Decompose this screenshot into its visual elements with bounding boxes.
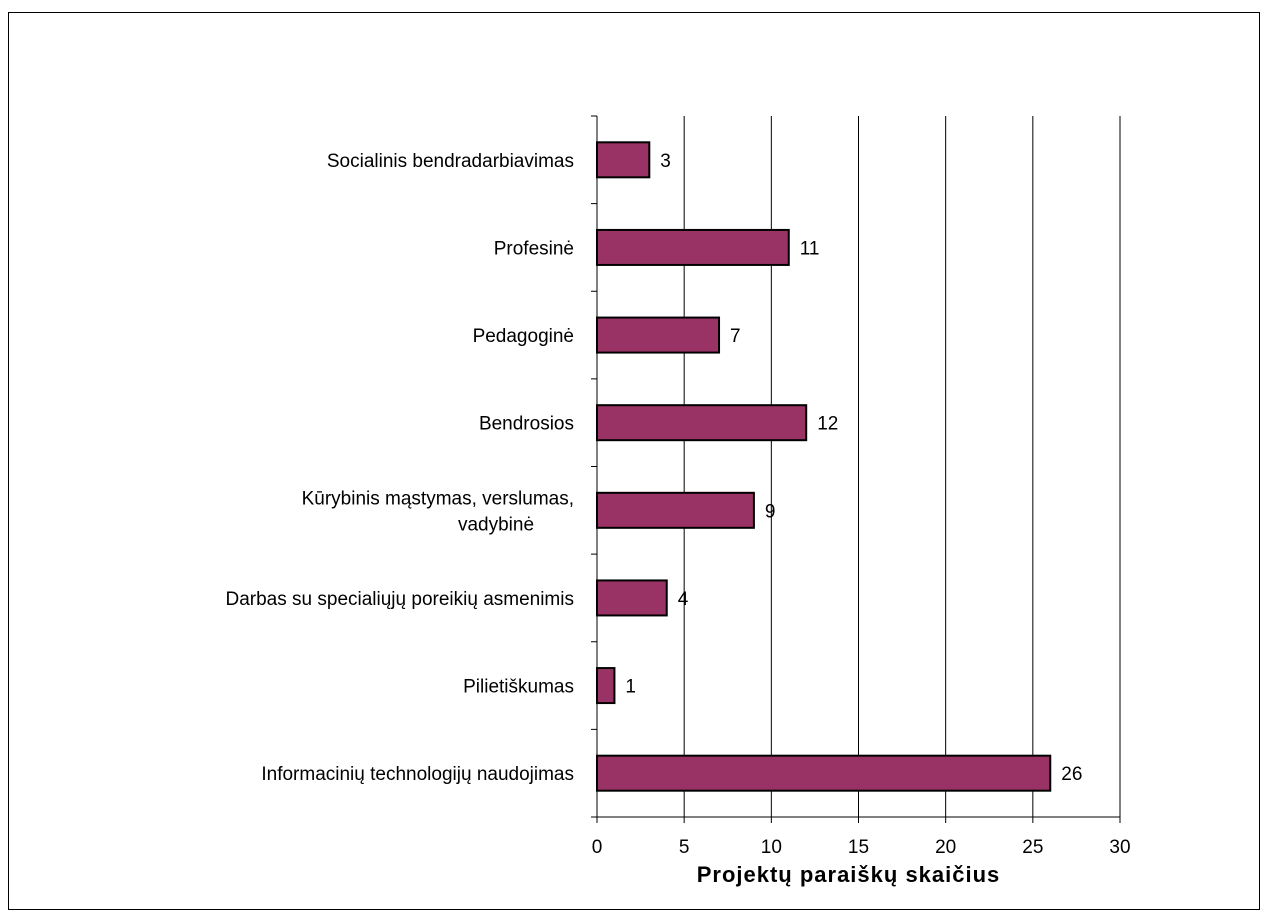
x-tick-label: 10	[761, 837, 782, 858]
category-label: Pedagoginė	[473, 326, 574, 347]
x-axis-title: Projektų paraiškų skaičius	[697, 862, 1001, 887]
bar	[596, 404, 808, 442]
data-label: 7	[730, 326, 741, 347]
data-label: 26	[1061, 764, 1082, 785]
category-label: Socialinis bendradarbiavimas	[327, 151, 574, 172]
x-tick-label: 20	[935, 837, 956, 858]
x-tick-label: 5	[679, 837, 690, 858]
labels: 0 5 10 15 20 25 30 3 Socialinis bendradarbiavima…	[226, 151, 1131, 858]
category-label: Kūrybinis mąstymas, verslumas, vadybinė	[302, 488, 574, 535]
data-label: 1	[625, 677, 636, 698]
bar	[596, 316, 721, 354]
bar	[596, 579, 668, 617]
axes	[591, 115, 1121, 823]
data-label: 11	[800, 238, 820, 259]
gridlines	[683, 116, 1121, 817]
bar	[596, 667, 616, 705]
bar	[596, 754, 1052, 792]
x-tick-label: 0	[592, 837, 603, 858]
bar	[596, 141, 651, 179]
data-label: 9	[765, 501, 776, 522]
category-label: Bendrosios	[479, 414, 574, 435]
bars	[596, 141, 1052, 792]
category-label: Profesinė	[494, 238, 574, 259]
data-label: 3	[660, 151, 671, 172]
category-label: Informacinių technologijų naudojimas	[261, 764, 574, 785]
x-tick-label: 15	[848, 837, 869, 858]
x-tick-label: 30	[1109, 837, 1130, 858]
data-label: 4	[678, 589, 689, 610]
bar	[596, 228, 790, 266]
data-label: 12	[817, 414, 838, 435]
category-label: Pilietiškumas	[463, 677, 574, 698]
x-tick-label: 25	[1022, 837, 1043, 858]
category-label: Darbas su specialiųjų poreikių asmenimis	[226, 589, 575, 610]
bar	[596, 491, 755, 529]
